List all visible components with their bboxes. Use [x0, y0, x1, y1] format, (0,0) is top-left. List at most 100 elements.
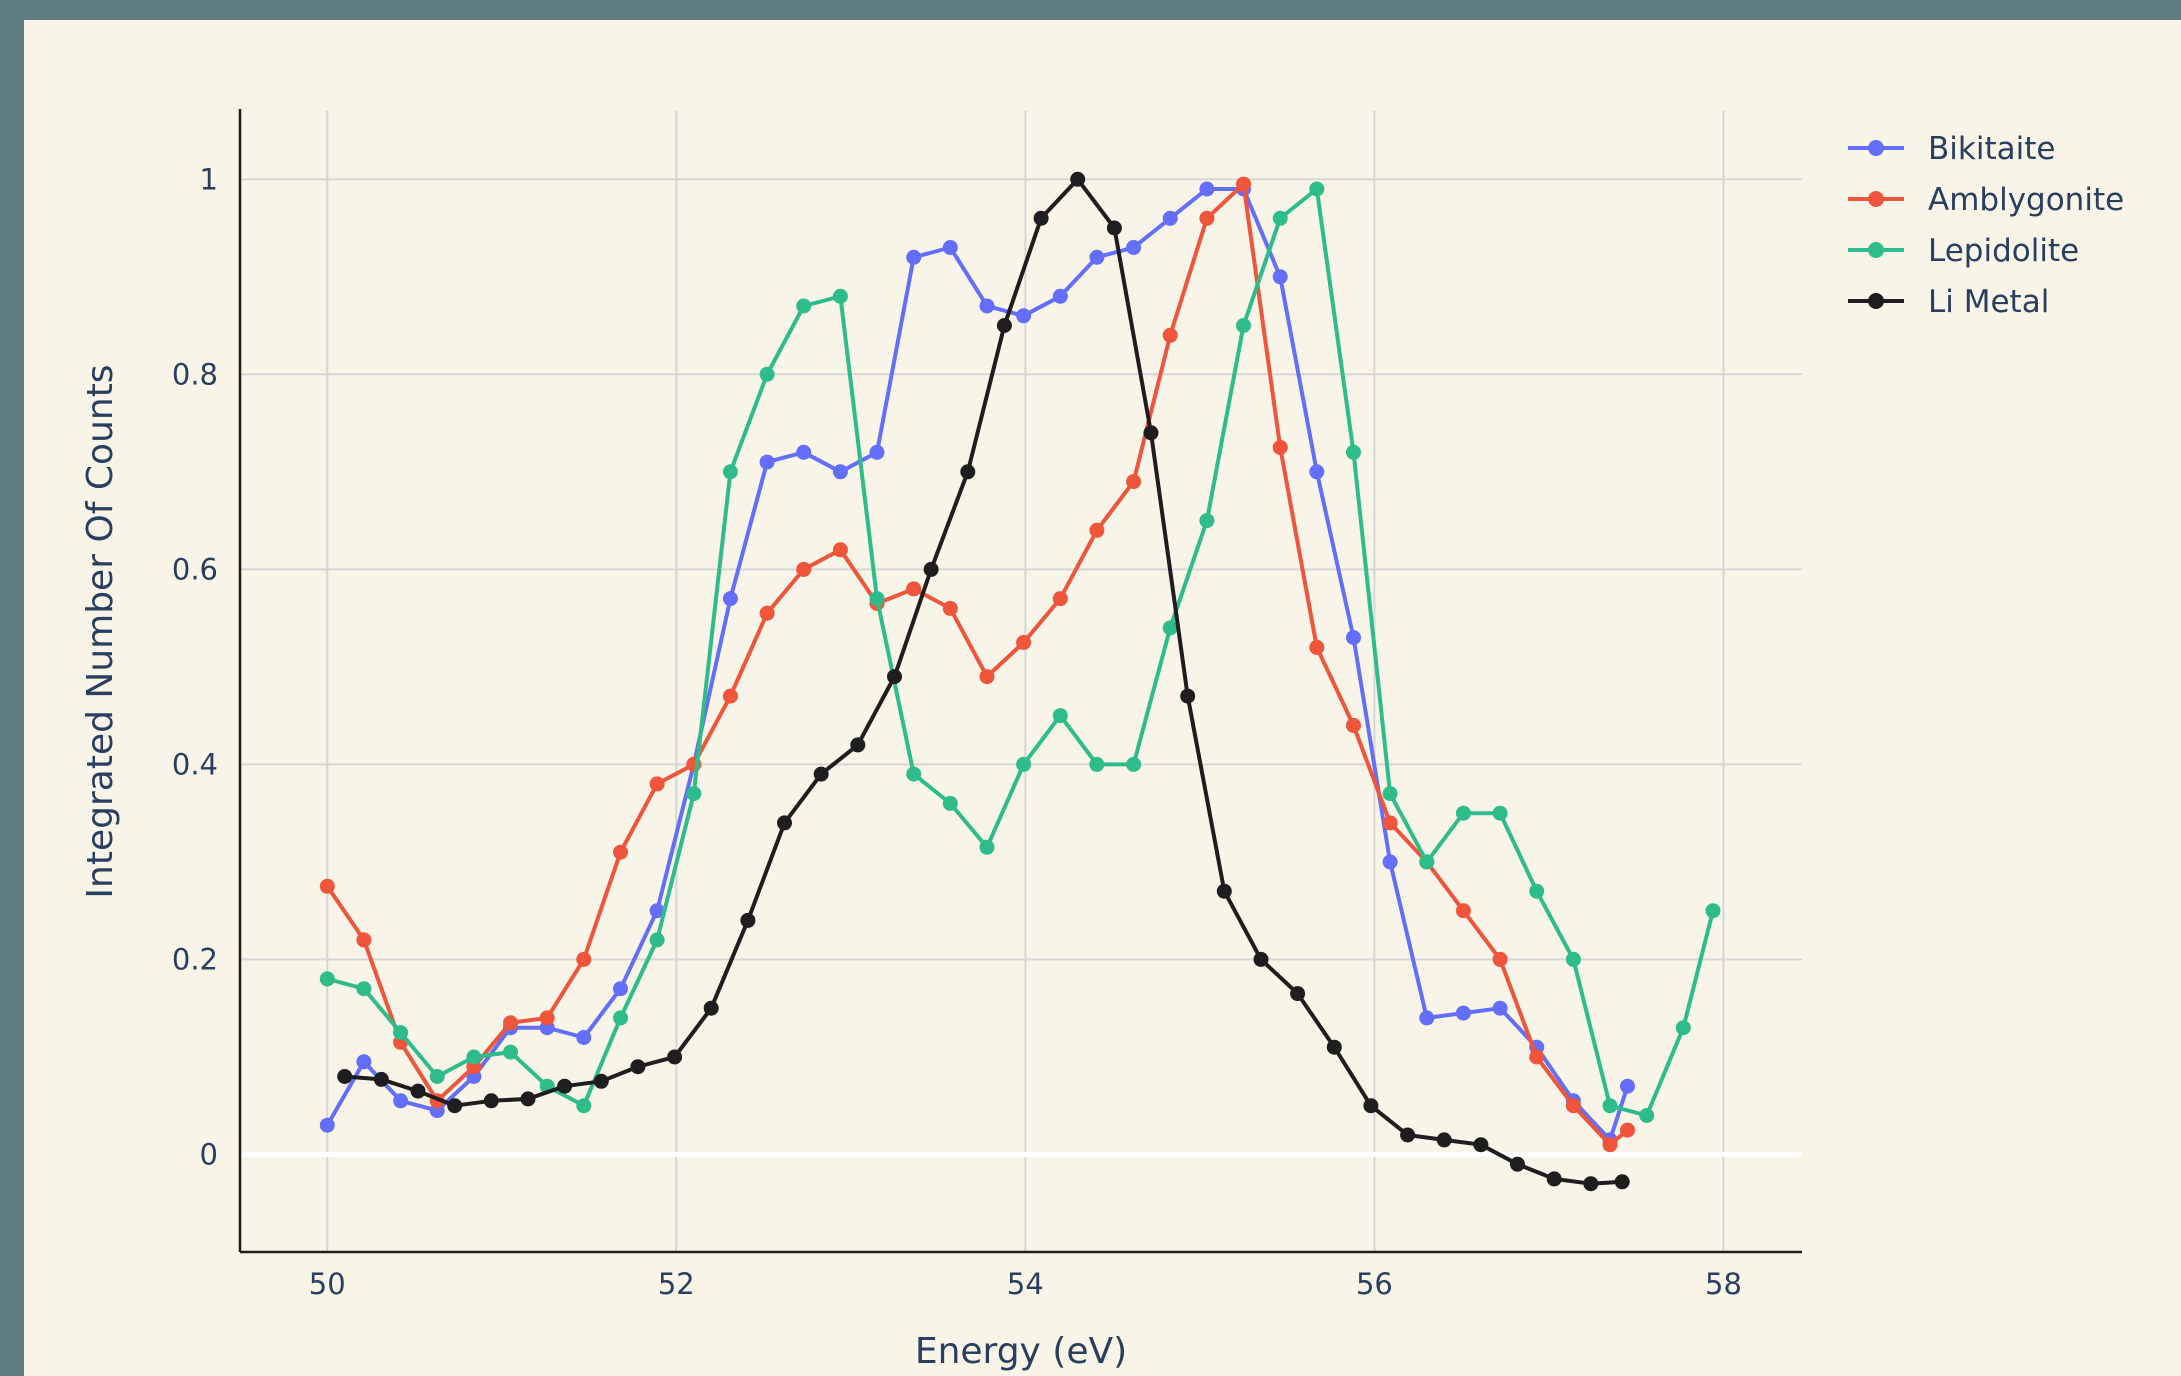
data-point	[832, 464, 848, 480]
line-chart: 50 52 54 56 58 0 0.2 0.4 0.6 0.8 1 Energy (eV) Int…	[80, 109, 2124, 1372]
legend-marker	[1868, 242, 1884, 258]
data-point	[466, 1049, 482, 1065]
data-point	[722, 464, 738, 480]
data-point	[1529, 1049, 1545, 1065]
data-point	[1639, 1108, 1655, 1123]
legend-marker	[1868, 191, 1884, 207]
legend-label: Li Metal	[1928, 284, 2049, 320]
data-point	[1510, 1156, 1525, 1172]
data-point	[1346, 444, 1361, 460]
data-point	[319, 1117, 335, 1133]
data-point	[1089, 756, 1105, 772]
data-point	[1272, 269, 1288, 285]
data-point	[850, 737, 866, 753]
data-point	[1363, 1098, 1379, 1114]
data-point	[942, 600, 958, 616]
data-point	[539, 1010, 555, 1026]
series-bikitaite	[319, 181, 1635, 1148]
data-point	[869, 591, 885, 607]
data-point	[410, 1083, 426, 1099]
data-point	[649, 903, 665, 919]
data-point	[796, 298, 812, 314]
data-point	[1583, 1176, 1599, 1192]
data-point	[1216, 883, 1232, 899]
data-point	[1614, 1174, 1630, 1190]
data-point	[576, 951, 592, 967]
data-point	[503, 1015, 518, 1031]
data-point	[942, 240, 958, 255]
data-point	[1492, 951, 1508, 967]
data-point	[1436, 1132, 1452, 1148]
series-layer	[319, 171, 1721, 1192]
data-point	[429, 1069, 445, 1084]
legend[interactable]: Bikitaite Amblygonite Lepidolite Li Metal	[1848, 131, 2124, 320]
data-point	[996, 318, 1012, 333]
data-point	[942, 795, 958, 811]
data-point	[887, 669, 902, 685]
data-point	[613, 1010, 628, 1026]
data-point	[1675, 1020, 1691, 1036]
data-point	[1143, 425, 1159, 441]
data-point	[483, 1093, 499, 1109]
y-tick-label: 0.2	[172, 942, 218, 976]
data-point	[1473, 1137, 1489, 1153]
data-point	[1492, 1000, 1508, 1016]
data-point	[613, 844, 628, 860]
data-point	[373, 1071, 389, 1087]
data-point	[703, 1000, 719, 1016]
data-point	[1565, 1098, 1581, 1114]
legend-item-bikitaite[interactable]: Bikitaite	[1848, 131, 2055, 167]
legend-label: Lepidolite	[1928, 233, 2079, 269]
data-point	[1126, 756, 1142, 772]
data-point	[576, 1098, 592, 1114]
legend-item-lepidolite[interactable]: Lepidolite	[1848, 233, 2079, 269]
data-point	[759, 366, 775, 382]
data-point	[593, 1073, 609, 1089]
y-axis-title: Integrated Number Of Counts	[80, 364, 121, 898]
data-point	[1326, 1039, 1342, 1055]
data-point	[1199, 513, 1215, 529]
data-point	[319, 971, 335, 987]
data-point	[1253, 951, 1269, 967]
data-point	[613, 981, 628, 997]
legend-item-li-metal[interactable]: Li Metal	[1848, 284, 2049, 320]
series-amblygonite	[319, 176, 1635, 1153]
legend-item-amblygonite[interactable]: Amblygonite	[1848, 182, 2124, 218]
data-point	[630, 1059, 646, 1075]
data-point	[1382, 815, 1398, 831]
data-point	[576, 1030, 592, 1045]
x-tick-label: 58	[1705, 1267, 1742, 1301]
x-axis-title: Energy (eV)	[915, 1331, 1127, 1372]
data-point	[722, 688, 738, 704]
data-point	[1126, 474, 1142, 490]
data-point	[813, 766, 829, 782]
data-point	[557, 1078, 573, 1094]
x-tick-label: 54	[1007, 1267, 1044, 1301]
data-point	[667, 1049, 683, 1065]
data-point	[906, 249, 922, 265]
data-point	[740, 912, 756, 928]
data-point	[1309, 464, 1325, 480]
data-point	[1199, 210, 1215, 226]
data-point	[979, 298, 995, 314]
data-point	[686, 786, 702, 802]
data-point	[1620, 1122, 1635, 1138]
data-point	[1309, 181, 1325, 197]
legend-label: Amblygonite	[1928, 182, 2124, 218]
data-point	[1400, 1127, 1416, 1143]
axes-layer: 50 52 54 56 58 0 0.2 0.4 0.6 0.8 1	[172, 109, 1802, 1301]
data-point	[1126, 240, 1142, 255]
data-point	[1016, 635, 1032, 650]
data-point	[1016, 756, 1032, 772]
data-point	[960, 464, 976, 480]
data-point	[1620, 1078, 1635, 1094]
y-tick-label: 0.8	[172, 357, 218, 391]
data-point	[923, 561, 939, 577]
data-point	[1162, 327, 1178, 343]
y-tick-label: 1	[200, 162, 218, 196]
data-point	[1106, 220, 1122, 236]
data-point	[796, 561, 812, 577]
data-point	[1455, 805, 1471, 821]
data-point	[337, 1069, 353, 1084]
data-point	[777, 815, 792, 831]
